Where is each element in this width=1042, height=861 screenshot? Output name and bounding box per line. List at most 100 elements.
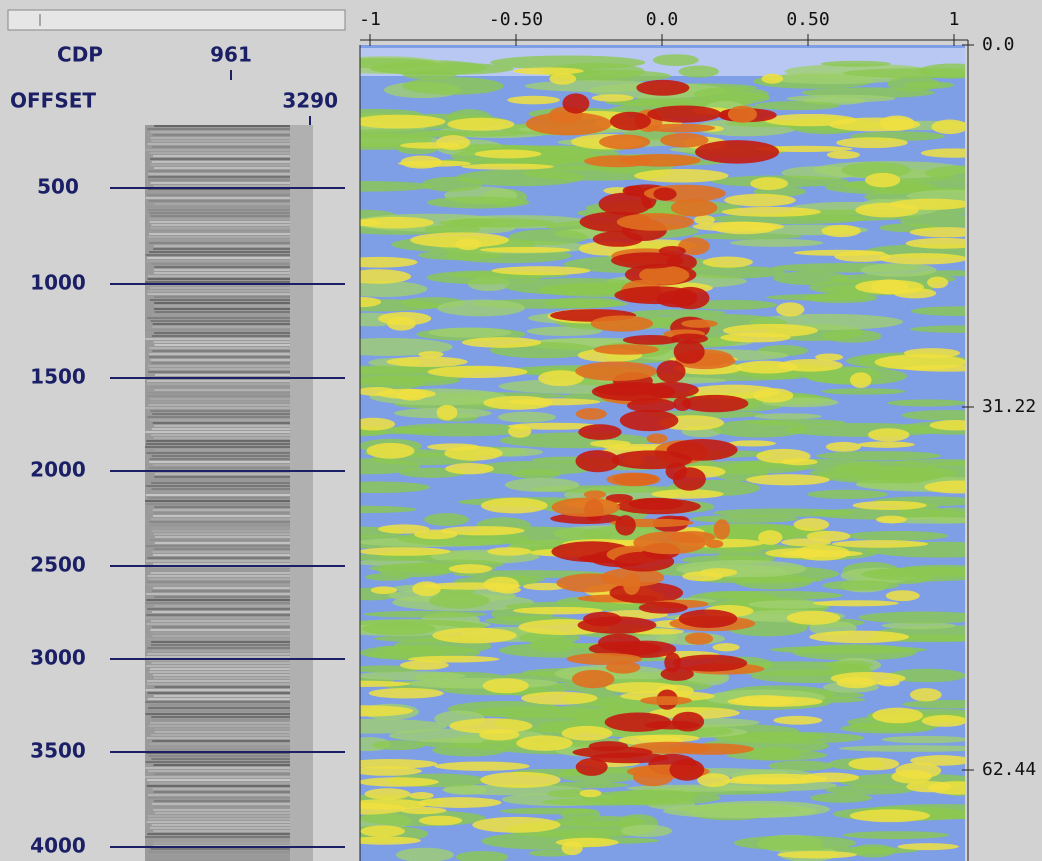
heat-blob xyxy=(427,365,528,378)
heat-peak xyxy=(577,616,657,634)
gather-edge xyxy=(290,125,313,861)
gather-stripe xyxy=(150,398,311,400)
heat-blob xyxy=(360,375,460,387)
gather-stripe xyxy=(149,356,310,358)
heat-blob xyxy=(483,576,520,593)
heat-blob xyxy=(360,825,406,837)
heat-blob xyxy=(885,590,920,602)
heat-blob xyxy=(756,448,811,464)
heat-peak xyxy=(609,111,652,131)
gather-stripe xyxy=(150,359,311,361)
heat-blob xyxy=(905,237,965,249)
heat-blob xyxy=(508,229,588,245)
heat-blob xyxy=(412,581,441,597)
heat-blob xyxy=(410,232,510,248)
gather-stripe xyxy=(149,212,310,214)
heat-blob xyxy=(472,816,561,833)
gather-stripe xyxy=(153,437,313,439)
gather-stripe xyxy=(147,710,308,712)
heat-peak xyxy=(653,187,677,201)
heat-peak xyxy=(678,609,738,629)
gather-stripe xyxy=(149,521,310,523)
heat-peak xyxy=(644,123,716,133)
heat-blob xyxy=(879,253,965,265)
gather-stripe xyxy=(148,770,309,772)
heat-blob xyxy=(845,530,949,541)
gather-stripe xyxy=(150,182,311,184)
gather-stripe xyxy=(148,404,309,406)
gather-stripe xyxy=(154,203,313,205)
heat-blob xyxy=(605,682,678,694)
heat-peak xyxy=(673,339,705,364)
gather-stripe xyxy=(151,758,312,760)
heat-blob xyxy=(360,547,451,556)
gather-stripe xyxy=(154,332,313,334)
slider[interactable] xyxy=(7,9,346,31)
heat-blob xyxy=(360,365,435,375)
heat-blob xyxy=(436,135,471,151)
gather-stripe xyxy=(154,677,313,679)
heat-blob xyxy=(579,789,602,798)
heat-peak xyxy=(566,653,642,665)
heat-blob xyxy=(754,413,822,420)
heat-blob xyxy=(816,451,942,461)
gather-stripe xyxy=(148,851,309,853)
gather-stripe xyxy=(151,662,312,664)
gather-stripe xyxy=(154,389,313,391)
heat-blob xyxy=(360,759,438,769)
gather-stripe xyxy=(153,548,313,550)
heat-blob xyxy=(456,169,584,187)
gather-stripe xyxy=(150,620,311,622)
heat-blob xyxy=(360,256,418,268)
gather-stripe xyxy=(153,695,313,697)
heat-blob xyxy=(440,526,525,536)
heat-blob xyxy=(822,329,882,343)
gather-stripe xyxy=(149,524,310,526)
gather-stripe xyxy=(151,641,312,643)
gather-stripe xyxy=(154,686,313,688)
heat-peak xyxy=(613,551,675,572)
heat-blob xyxy=(761,73,784,84)
heat-blob xyxy=(888,668,965,683)
gather-stripe xyxy=(147,584,308,586)
heat-peak xyxy=(656,360,686,383)
heat-blob xyxy=(694,576,824,584)
gather-stripe xyxy=(153,605,313,607)
depth-label: 2500 xyxy=(30,553,86,577)
heat-blob xyxy=(360,671,466,681)
heat-peak xyxy=(598,633,641,652)
heat-blob xyxy=(692,232,802,240)
gather-stripe xyxy=(146,821,307,823)
heat-blob xyxy=(927,276,949,289)
heat-blob xyxy=(768,760,834,772)
gather-stripe xyxy=(150,668,311,670)
gather-stripe xyxy=(145,494,306,496)
gather-stripe xyxy=(154,302,313,304)
heat-blob xyxy=(919,63,965,79)
heat-blob xyxy=(921,715,965,727)
heat-blob xyxy=(714,731,865,744)
heat-blob xyxy=(897,843,959,851)
heat-blob xyxy=(360,777,439,787)
heat-peak xyxy=(551,497,620,517)
gather-stripe xyxy=(150,518,311,520)
heat-blob xyxy=(781,538,832,547)
gather-stripe xyxy=(149,671,310,673)
heat-peak xyxy=(605,493,633,503)
heat-blob xyxy=(875,515,907,524)
heat-blob xyxy=(360,114,446,129)
gather-stripe xyxy=(154,812,313,814)
gather-stripe xyxy=(151,428,312,430)
gather-stripe xyxy=(148,818,309,820)
heat-blob xyxy=(634,169,729,183)
heat-blob xyxy=(418,815,463,826)
heat-blob xyxy=(702,256,753,268)
heat-peak xyxy=(594,383,661,396)
depth-label: 500 xyxy=(37,175,79,199)
heat-blob xyxy=(881,622,956,630)
gather-stripe xyxy=(152,509,313,511)
gather-stripe xyxy=(148,755,309,757)
heat-blob xyxy=(887,399,965,407)
depth-label: 1000 xyxy=(30,271,86,295)
heat-blob xyxy=(822,580,899,591)
